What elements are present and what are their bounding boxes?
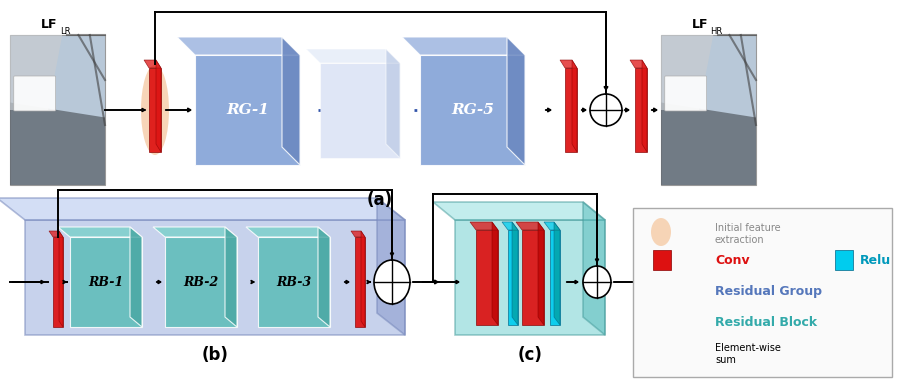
Polygon shape xyxy=(559,60,576,68)
Polygon shape xyxy=(508,230,518,325)
Polygon shape xyxy=(521,230,543,325)
Polygon shape xyxy=(657,220,664,244)
Polygon shape xyxy=(583,202,604,335)
Polygon shape xyxy=(660,103,755,185)
Polygon shape xyxy=(401,37,524,55)
Text: extraction: extraction xyxy=(714,235,764,245)
Text: LR: LR xyxy=(60,26,70,36)
Polygon shape xyxy=(10,35,105,185)
Text: RB: RB xyxy=(655,318,669,326)
Ellipse shape xyxy=(373,260,410,304)
Polygon shape xyxy=(70,237,142,327)
Text: sum: sum xyxy=(714,355,735,365)
Polygon shape xyxy=(433,202,604,220)
Text: RB-1: RB-1 xyxy=(88,276,124,288)
Polygon shape xyxy=(25,220,405,335)
Text: HR: HR xyxy=(710,26,722,36)
Polygon shape xyxy=(156,60,161,152)
Text: RB-2: RB-2 xyxy=(183,276,218,288)
Text: (c): (c) xyxy=(517,346,542,364)
Polygon shape xyxy=(554,222,559,325)
Polygon shape xyxy=(10,35,62,110)
Polygon shape xyxy=(647,306,672,312)
Polygon shape xyxy=(455,220,604,335)
Polygon shape xyxy=(195,55,299,165)
Polygon shape xyxy=(306,49,400,63)
Text: Element-wise: Element-wise xyxy=(714,343,780,353)
Ellipse shape xyxy=(650,338,675,366)
Polygon shape xyxy=(59,231,63,327)
Polygon shape xyxy=(543,222,559,230)
Polygon shape xyxy=(653,215,664,220)
Polygon shape xyxy=(647,276,672,282)
Polygon shape xyxy=(641,60,647,152)
Polygon shape xyxy=(165,237,236,327)
Text: Initial feature: Initial feature xyxy=(714,223,779,233)
Text: RG: RG xyxy=(655,288,669,296)
Polygon shape xyxy=(506,37,524,165)
Polygon shape xyxy=(667,276,672,302)
Polygon shape xyxy=(652,282,672,302)
Polygon shape xyxy=(10,103,105,185)
Polygon shape xyxy=(630,60,647,68)
Polygon shape xyxy=(58,227,142,237)
Text: LF: LF xyxy=(41,19,58,31)
Polygon shape xyxy=(0,198,405,220)
Polygon shape xyxy=(634,68,647,152)
Polygon shape xyxy=(538,222,543,325)
Polygon shape xyxy=(319,63,400,158)
Polygon shape xyxy=(475,230,497,325)
Text: RG-1: RG-1 xyxy=(226,103,269,117)
Polygon shape xyxy=(177,37,299,55)
Polygon shape xyxy=(571,60,576,152)
Text: RG-5: RG-5 xyxy=(451,103,493,117)
Text: (a): (a) xyxy=(366,191,392,209)
Polygon shape xyxy=(492,222,497,325)
Polygon shape xyxy=(660,35,713,110)
Polygon shape xyxy=(281,37,299,165)
Polygon shape xyxy=(258,237,329,327)
Polygon shape xyxy=(385,49,400,158)
Ellipse shape xyxy=(141,65,169,155)
Polygon shape xyxy=(376,198,405,335)
Polygon shape xyxy=(354,237,364,327)
Ellipse shape xyxy=(589,94,621,126)
Polygon shape xyxy=(515,222,543,230)
Ellipse shape xyxy=(583,266,611,298)
Polygon shape xyxy=(149,68,161,152)
Polygon shape xyxy=(565,68,576,152)
Polygon shape xyxy=(419,55,524,165)
FancyBboxPatch shape xyxy=(632,208,891,377)
Ellipse shape xyxy=(650,218,670,246)
Text: Relu: Relu xyxy=(859,253,890,267)
Text: Conv: Conv xyxy=(714,253,749,267)
Polygon shape xyxy=(549,230,559,325)
Text: (b): (b) xyxy=(201,346,228,364)
Polygon shape xyxy=(351,231,364,237)
Polygon shape xyxy=(652,312,672,332)
FancyBboxPatch shape xyxy=(834,250,852,270)
Polygon shape xyxy=(469,222,497,230)
Polygon shape xyxy=(502,222,518,230)
Text: Residual Block: Residual Block xyxy=(714,315,816,329)
Polygon shape xyxy=(318,227,329,327)
Polygon shape xyxy=(143,60,161,68)
Polygon shape xyxy=(511,222,518,325)
Polygon shape xyxy=(152,227,236,237)
Polygon shape xyxy=(53,237,63,327)
Text: Residual Group: Residual Group xyxy=(714,286,821,298)
Text: RB-3: RB-3 xyxy=(276,276,311,288)
Polygon shape xyxy=(49,231,63,237)
Polygon shape xyxy=(667,306,672,332)
FancyBboxPatch shape xyxy=(664,76,706,111)
Text: LF: LF xyxy=(692,19,708,31)
Polygon shape xyxy=(361,231,364,327)
Polygon shape xyxy=(130,227,142,327)
Polygon shape xyxy=(660,35,755,185)
Polygon shape xyxy=(225,227,236,327)
Polygon shape xyxy=(245,227,329,237)
Polygon shape xyxy=(661,215,664,244)
FancyBboxPatch shape xyxy=(14,76,56,111)
FancyBboxPatch shape xyxy=(652,250,670,270)
